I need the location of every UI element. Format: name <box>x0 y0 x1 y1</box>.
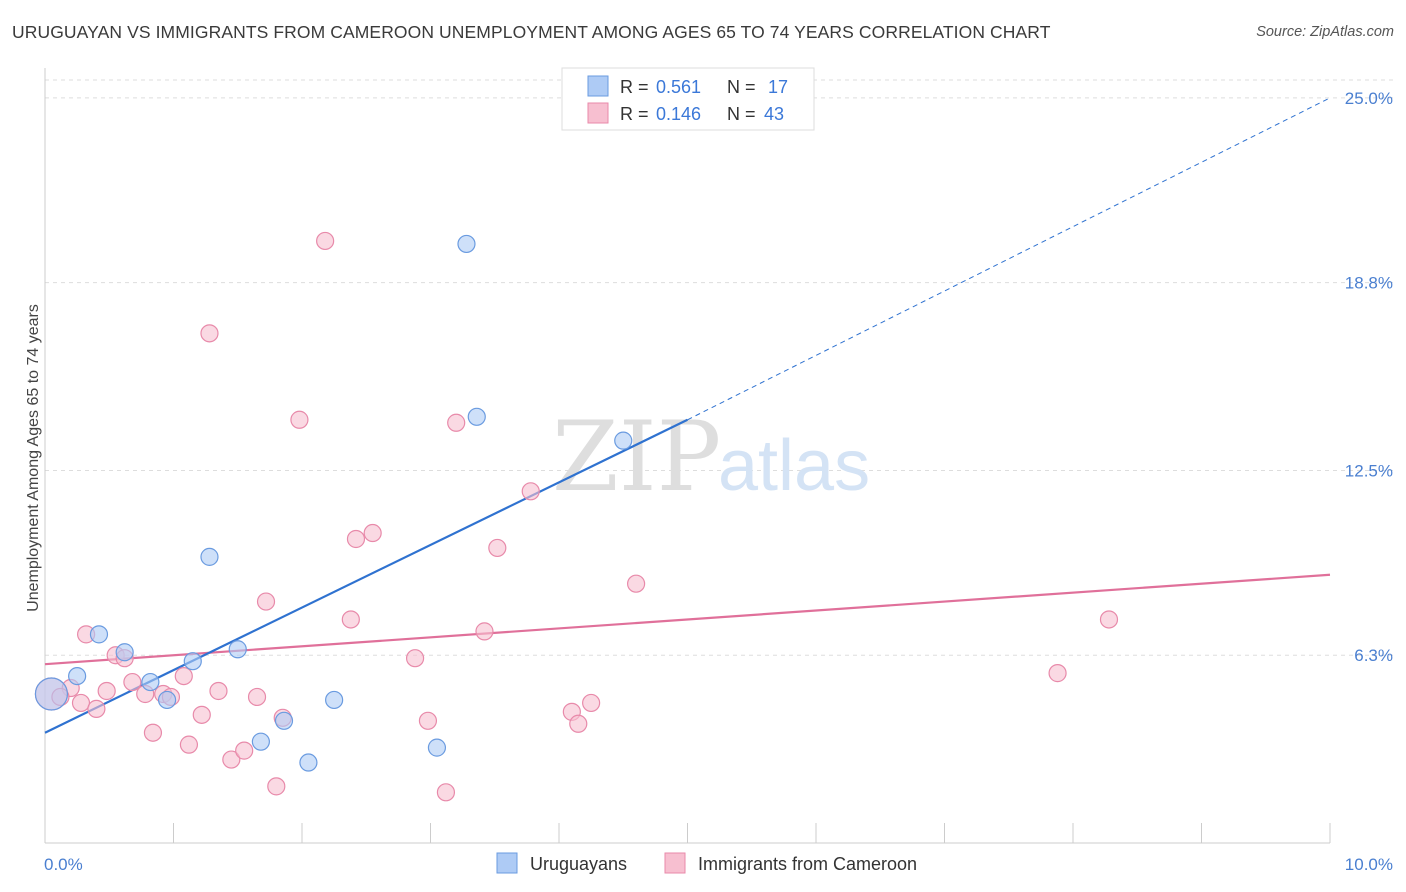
point-cameroon <box>1048 664 1067 683</box>
tick-labels: 6.3% 12.5% 18.8% 25.0% 0.0% 10.0% <box>44 89 1393 874</box>
axes <box>44 68 1331 844</box>
point-cameroon <box>569 714 588 733</box>
point-cameroon <box>222 750 241 769</box>
point-cameroon <box>200 324 219 343</box>
point-cameroon <box>87 699 106 718</box>
point-uruguayans <box>251 732 270 751</box>
data-points <box>34 231 1119 802</box>
legend-r-value: 0.146 <box>656 104 701 124</box>
chart-title: URUGUAYAN VS IMMIGRANTS FROM CAMEROON UN… <box>12 22 1051 42</box>
point-uruguayans <box>228 640 247 659</box>
point-uruguayans <box>89 625 109 644</box>
y-tick-label: 25.0% <box>1345 89 1393 108</box>
point-cameroon <box>97 681 116 701</box>
point-uruguayans <box>299 753 318 772</box>
point-uruguayans <box>274 711 294 730</box>
legend-swatch-uruguayans <box>587 75 609 97</box>
legend-r-label: R = <box>620 104 649 124</box>
y-tick-label: 18.8% <box>1345 274 1393 293</box>
watermark: ZIP atlas <box>552 401 870 513</box>
watermark-zip: ZIP <box>552 401 721 513</box>
point-cameroon <box>447 413 466 432</box>
legend-r-label: R = <box>620 77 649 97</box>
point-cameroon <box>346 529 366 549</box>
point-cameroon <box>290 410 309 429</box>
watermark-atlas: atlas <box>718 426 870 506</box>
legend-swatch-uruguayans <box>496 852 518 874</box>
point-cameroon <box>123 672 142 692</box>
point-cameroon <box>267 777 286 796</box>
point-cameroon <box>192 705 211 724</box>
trend-line-cameroon <box>44 573 1331 666</box>
point-cameroon <box>256 592 276 611</box>
point-uruguayans <box>614 431 633 450</box>
x-tick-label: 10.0% <box>1345 855 1393 874</box>
y-tick-label: 12.5% <box>1345 461 1393 480</box>
point-cameroon <box>488 538 507 558</box>
point-uruguayans <box>141 672 160 692</box>
legend-r-value: 0.561 <box>656 77 701 97</box>
point-cameroon <box>174 666 193 686</box>
point-cameroon <box>209 681 228 701</box>
point-cameroon <box>179 735 199 754</box>
point-uruguayans <box>467 407 486 426</box>
y-axis-label: Unemployment Among Ages 65 to 74 years <box>25 304 42 612</box>
legend-n-value: 43 <box>764 104 784 124</box>
point-uruguayans <box>68 666 87 686</box>
point-uruguayans <box>115 643 134 662</box>
point-cameroon <box>235 741 254 760</box>
point-cameroon <box>582 693 601 713</box>
point-cameroon <box>405 649 425 668</box>
legend-n-label: N = <box>727 77 756 97</box>
point-uruguayans <box>183 652 202 671</box>
trend-line-uruguayans-extension <box>687 97 1331 421</box>
point-uruguayans <box>427 738 447 757</box>
correlation-legend: R = 0.561 N = 17 R = 0.146 N = 43 <box>561 67 815 131</box>
point-cameroon <box>1099 610 1119 629</box>
point-uruguayans <box>457 234 476 254</box>
x-tick-label: 0.0% <box>44 855 83 874</box>
point-cameroon <box>521 482 540 501</box>
point-uruguayans <box>157 690 177 710</box>
y-tick-label: 6.3% <box>1354 646 1393 665</box>
point-uruguayans <box>200 547 219 566</box>
point-cameroon <box>626 574 646 593</box>
grid <box>45 79 1395 656</box>
point-cameroon <box>341 610 360 629</box>
source-label: Source: ZipAtlas.com <box>1256 24 1394 40</box>
legend-swatch-cameroon <box>664 852 686 874</box>
series-legend: Uruguayans Immigrants from Cameroon <box>496 852 917 874</box>
legend-label-cameroon: Immigrants from Cameroon <box>698 854 917 874</box>
legend-n-value: 17 <box>768 77 788 97</box>
point-cameroon <box>247 687 267 707</box>
point-cameroon <box>143 723 163 742</box>
point-uruguayans <box>34 677 69 711</box>
point-cameroon <box>316 231 335 251</box>
legend-label-uruguayans: Uruguayans <box>530 854 627 874</box>
legend-n-label: N = <box>727 104 756 124</box>
point-cameroon <box>71 693 91 713</box>
point-uruguayans <box>325 690 344 710</box>
point-cameroon <box>363 523 382 543</box>
legend-swatch-cameroon <box>587 102 609 124</box>
point-cameroon <box>436 783 456 802</box>
point-cameroon <box>418 711 438 730</box>
point-cameroon <box>475 622 494 641</box>
